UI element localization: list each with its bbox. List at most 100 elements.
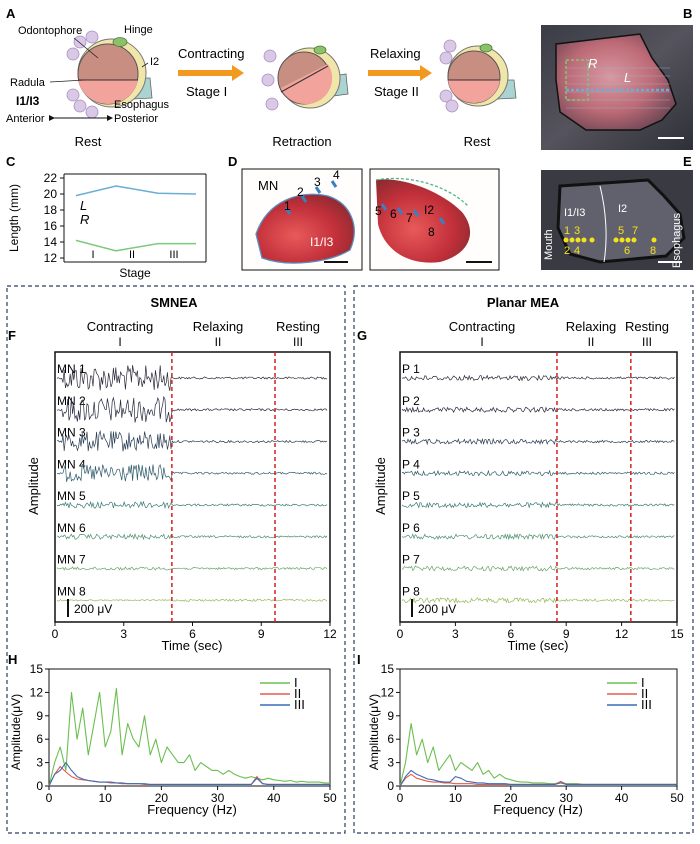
label-d-i1i3: I1/I3 bbox=[310, 235, 334, 249]
label-hinge: Hinge bbox=[124, 24, 153, 36]
i-plot-ytick-label: 0 bbox=[387, 779, 394, 793]
smnea-title: SMNEA bbox=[151, 295, 199, 310]
stage-tick-iii: III bbox=[169, 249, 178, 261]
mn-num-1: 1 bbox=[284, 199, 291, 213]
panel-b: B R L bbox=[541, 6, 693, 150]
g-xtick-label: 0 bbox=[397, 627, 404, 641]
label-esophagus: Esophagus bbox=[114, 99, 170, 111]
panel-b-letter: B bbox=[683, 6, 692, 21]
i-plot-series-III bbox=[399, 769, 677, 787]
f-phase-1-roman: I bbox=[118, 335, 121, 349]
i-plot-xtick-label: 20 bbox=[504, 791, 518, 805]
outline-b bbox=[555, 33, 677, 131]
i-plot-legend-label: III bbox=[641, 697, 652, 712]
c-ytick-label: 12 bbox=[44, 251, 58, 265]
panel-e-letter: E bbox=[683, 154, 692, 169]
i-xlabel: Frequency (Hz) bbox=[493, 802, 583, 817]
state-label-2: Retraction bbox=[272, 134, 331, 149]
arrow2-top-label: Relaxing bbox=[370, 46, 421, 61]
h-plot-series-I bbox=[48, 687, 330, 787]
panel-c-ylabel: Length (mm) bbox=[7, 184, 21, 252]
c-series-line-R bbox=[75, 239, 196, 252]
f-xtick-label: 0 bbox=[52, 627, 59, 641]
g-scale-label: 200 μV bbox=[418, 602, 456, 616]
g-phase-2-roman: II bbox=[588, 335, 595, 349]
arrow2-bottom-label: Stage II bbox=[374, 84, 419, 99]
i-plot-xtick-label: 30 bbox=[560, 791, 574, 805]
panel-f: F Contracting I Relaxing II Resting III … bbox=[8, 319, 337, 653]
g-trace bbox=[401, 469, 675, 477]
f-xtick-label: 3 bbox=[120, 627, 127, 641]
g-trace bbox=[401, 596, 675, 604]
f-phase-2-roman: II bbox=[215, 335, 222, 349]
g-trace bbox=[401, 437, 675, 446]
label-posterior: Posterior bbox=[114, 113, 158, 125]
e-pt-7: 7 bbox=[632, 225, 638, 237]
panel-i-letter: I bbox=[357, 652, 361, 667]
mn-num-3: 3 bbox=[314, 175, 321, 189]
h-plot-xtick-label: 0 bbox=[46, 791, 53, 805]
i-plot-xtick-label: 50 bbox=[670, 791, 684, 805]
g-phase-1: Contracting bbox=[449, 319, 515, 334]
f-trace bbox=[56, 533, 328, 541]
h-plot-ytick-label: 3 bbox=[36, 756, 43, 770]
e-pt-1: 1 bbox=[564, 225, 570, 237]
i-plot-ytick-label: 12 bbox=[381, 685, 395, 699]
panel-d-letter: D bbox=[228, 154, 237, 169]
i-plot-xtick-label: 40 bbox=[615, 791, 629, 805]
h-plot-xtick-label: 30 bbox=[211, 791, 225, 805]
panel-f-letter: F bbox=[8, 328, 16, 343]
panel-g-letter: G bbox=[357, 328, 367, 343]
i-ylabel: Amplitude(μV) bbox=[367, 694, 381, 770]
label-e-i1i3: I1/I3 bbox=[564, 207, 585, 219]
f-xtick-label: 12 bbox=[323, 627, 337, 641]
label-radula: Radula bbox=[10, 77, 46, 89]
f-channel-label: MN 6 bbox=[57, 521, 86, 535]
arrow1-bottom-label: Stage I bbox=[186, 84, 227, 99]
e-pt-3: 3 bbox=[574, 225, 580, 237]
h-plot-ytick-label: 9 bbox=[36, 709, 43, 723]
stage-tick-i: I bbox=[91, 249, 94, 261]
h-plot-series-II bbox=[48, 765, 330, 787]
f-phase-1: Contracting bbox=[87, 319, 153, 334]
f-channel-label: MN 7 bbox=[57, 553, 86, 567]
f-plot-frame bbox=[54, 351, 331, 623]
label-d-i2: I2 bbox=[424, 203, 434, 217]
i-plot-ytick-label: 9 bbox=[387, 709, 394, 723]
g-phase-3: Resting bbox=[625, 319, 669, 334]
smnea-box bbox=[6, 285, 346, 834]
arrow2-icon bbox=[368, 65, 432, 81]
label-odontophore: Odontophore bbox=[18, 25, 82, 37]
panel-d: D MN 1 2 3 4 I1/I3 5 6 7 8 I2 bbox=[228, 154, 500, 271]
f-xlabel: Time (sec) bbox=[162, 638, 223, 653]
f-trace bbox=[56, 395, 328, 423]
panel-c-xlabel: Stage bbox=[119, 266, 151, 280]
g-trace bbox=[401, 501, 675, 509]
f-xtick-label: 6 bbox=[189, 627, 196, 641]
g-channel-label: P 4 bbox=[402, 457, 420, 471]
panel-c: C 12 14 16 18 20 22 Length (mm) Stage I II II… bbox=[6, 154, 207, 280]
g-channel-label: P 6 bbox=[402, 521, 420, 535]
mn-num-8: 8 bbox=[428, 225, 435, 239]
label-e-esophagus: Esophagus bbox=[671, 212, 683, 268]
e-pt-2: 2 bbox=[564, 245, 570, 257]
g-phase-3-roman: III bbox=[642, 335, 652, 349]
g-phase-boundaries bbox=[556, 352, 632, 622]
i-plot-legend-label: II bbox=[641, 686, 648, 701]
h-plot-series-III bbox=[48, 762, 330, 787]
panel-a-letter: A bbox=[6, 6, 16, 21]
g-plot-frame bbox=[399, 351, 678, 623]
e-pt-8: 8 bbox=[650, 245, 656, 257]
f-trace bbox=[56, 500, 328, 510]
h-xlabel: Frequency (Hz) bbox=[147, 802, 237, 817]
label-anterior: Anterior bbox=[6, 113, 45, 125]
e-pt-5: 5 bbox=[618, 225, 624, 237]
panel-a: A Odontophore Hinge I2 Radula I1/I3 Esop… bbox=[6, 6, 517, 149]
f-traces: MN 1MN 2MN 3MN 4MN 5MN 6MN 7MN 8 bbox=[56, 362, 328, 602]
region-divider-e bbox=[599, 185, 607, 263]
stage-tick-ii: II bbox=[129, 249, 135, 261]
r-region-box bbox=[565, 59, 589, 101]
i-plot-legend-label: I bbox=[641, 675, 645, 690]
